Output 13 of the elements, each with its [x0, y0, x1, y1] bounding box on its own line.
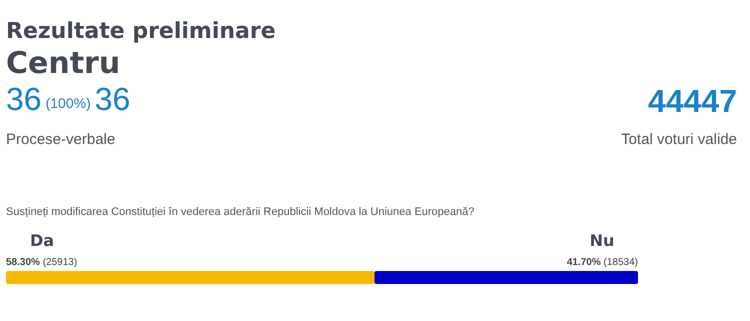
- data-label: 58.30% (25913): [6, 257, 78, 268]
- text: Susțineți modificarea Constituției în vederea aderării Republicii Moldova la Uniunea Europeană?: [6, 206, 474, 218]
- text: 44447: [648, 83, 737, 119]
- chart-subtitle: Centru: [6, 46, 120, 81]
- text: 36: [6, 81, 42, 117]
- series-label: Da: [30, 231, 54, 250]
- data-label: 41.70% (18534): [566, 257, 638, 268]
- series-label: Nu: [590, 231, 614, 250]
- text: Procese-verbale: [6, 131, 116, 148]
- text: 36: [94, 81, 130, 117]
- text: Total voturi valide: [621, 131, 737, 148]
- text: (100%): [46, 95, 91, 111]
- chart-title: Rezultate preliminare: [6, 19, 276, 44]
